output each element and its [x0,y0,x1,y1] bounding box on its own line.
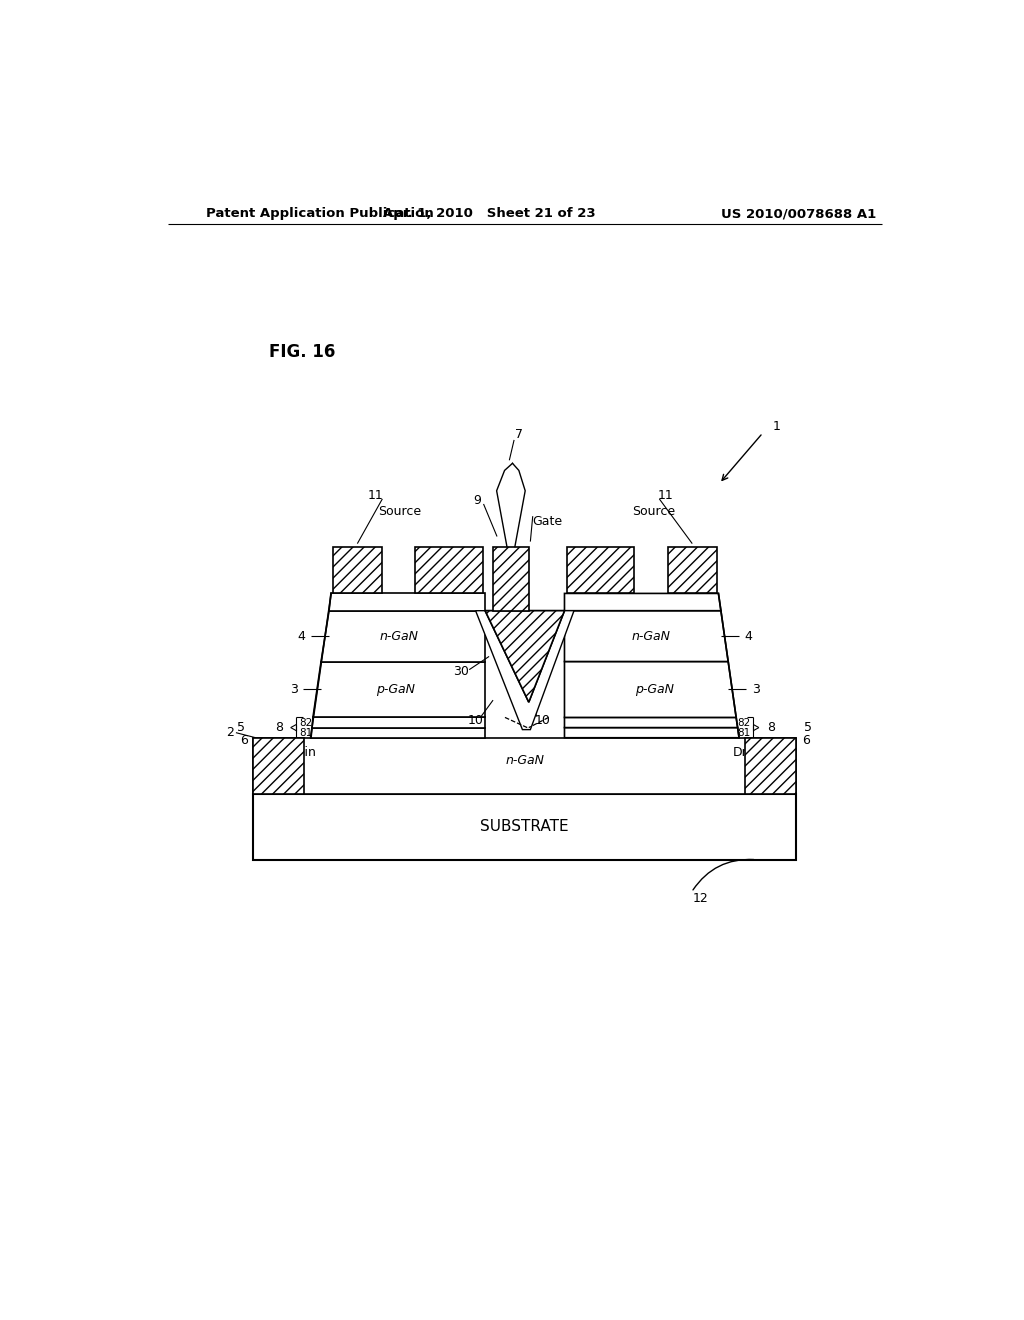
Text: Source: Source [378,506,421,519]
Polygon shape [310,727,485,738]
Text: 9: 9 [473,495,481,507]
Text: 30: 30 [454,665,469,678]
Polygon shape [475,611,574,730]
Text: Gate: Gate [532,515,563,528]
Text: 6: 6 [240,734,248,747]
Polygon shape [329,594,485,611]
Text: 81: 81 [737,727,751,738]
Text: 3: 3 [290,682,298,696]
Text: 2: 2 [225,726,233,739]
Bar [416,546,482,594]
Polygon shape [564,661,736,718]
Bar [253,738,304,793]
Text: p-GaN: p-GaN [635,682,674,696]
Text: Patent Application Publication: Patent Application Publication [206,207,433,220]
Text: 8: 8 [767,721,775,734]
Text: 12: 12 [693,892,709,904]
Text: Drain: Drain [733,746,767,759]
Polygon shape [564,594,721,611]
Text: Source: Source [632,506,675,519]
Text: 8: 8 [274,721,283,734]
Text: n-GaN: n-GaN [505,754,545,767]
Text: 5: 5 [238,721,246,734]
Polygon shape [313,661,485,718]
Text: Apr. 1, 2010   Sheet 21 of 23: Apr. 1, 2010 Sheet 21 of 23 [383,207,595,220]
Polygon shape [312,718,485,727]
Text: 4: 4 [297,630,305,643]
Text: Drain: Drain [283,746,316,759]
Polygon shape [322,611,485,661]
Polygon shape [485,611,564,702]
Text: 11: 11 [657,490,674,503]
Text: 6: 6 [802,734,810,747]
Text: 82: 82 [737,718,751,727]
Text: FIG. 16: FIG. 16 [269,342,336,360]
Text: 82: 82 [299,718,312,727]
Text: 4: 4 [744,630,753,643]
Text: 10: 10 [468,714,483,727]
Polygon shape [485,611,564,702]
Text: p-GaN: p-GaN [376,682,415,696]
Text: SUBSTRATE: SUBSTRATE [480,820,569,834]
Text: 10: 10 [535,714,550,727]
Text: 3: 3 [752,682,760,696]
Text: 1: 1 [772,420,780,433]
Bar [333,546,382,594]
Bar [253,793,797,859]
Text: 11: 11 [368,490,384,503]
Text: 81: 81 [299,727,312,738]
Text: n-GaN: n-GaN [380,630,419,643]
Polygon shape [564,611,728,661]
Text: 5: 5 [804,721,812,734]
Bar [494,546,528,611]
Polygon shape [564,727,739,738]
Text: US 2010/0078688 A1: US 2010/0078688 A1 [721,207,877,220]
Text: 7: 7 [515,429,523,441]
Polygon shape [564,718,737,727]
Bar [253,738,797,793]
Bar [745,738,797,793]
Bar [668,546,717,594]
Bar [567,546,634,594]
Text: n-GaN: n-GaN [631,630,670,643]
